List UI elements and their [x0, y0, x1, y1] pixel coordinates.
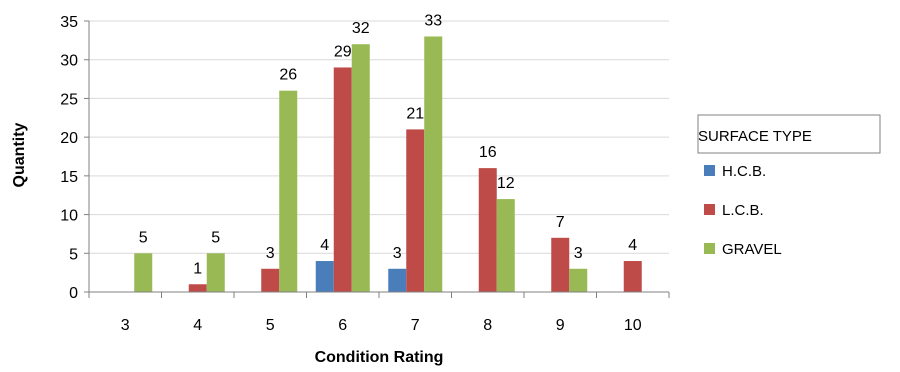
- gridlines: [89, 20, 669, 254]
- y-tick-label: 25: [60, 91, 78, 108]
- legend-swatch: [704, 204, 715, 215]
- bar: [424, 36, 443, 292]
- x-tick-label: 6: [338, 317, 347, 334]
- data-label: 5: [139, 229, 148, 246]
- data-label: 16: [479, 144, 497, 161]
- data-labels: 4 3 1 3 29 21 16 7 4 5 5 26 32 33 12 3: [139, 12, 638, 277]
- x-axis-title: Condition Rating: [315, 349, 444, 366]
- x-tick-label: 9: [556, 317, 565, 334]
- data-label: 5: [211, 229, 220, 246]
- y-tick-label: 35: [60, 14, 78, 31]
- data-label: 7: [556, 214, 565, 231]
- legend: SURFACE TYPE H.C.B. L.C.B. GRAVEL: [697, 114, 881, 258]
- data-label: 21: [406, 105, 424, 122]
- bar: [496, 199, 515, 292]
- bar: [261, 268, 280, 292]
- data-label: 4: [320, 237, 329, 254]
- x-tick-label: 3: [121, 317, 130, 334]
- x-tick-label: 5: [266, 317, 275, 334]
- legend-label: H.C.B.: [722, 163, 766, 180]
- bar: [388, 268, 407, 292]
- y-tick-label: 30: [60, 53, 78, 70]
- legend-title-box: [697, 114, 881, 154]
- bar: [134, 253, 153, 292]
- data-label: 4: [628, 237, 637, 254]
- y-tick-label: 15: [60, 169, 78, 186]
- bar: [333, 67, 352, 292]
- bar: [569, 268, 588, 292]
- bar: [315, 261, 334, 292]
- data-label: 12: [497, 175, 515, 192]
- legend-title: SURFACE TYPE: [698, 128, 812, 145]
- legend-swatch: [704, 165, 715, 176]
- bar: [623, 261, 642, 292]
- legend-label: GRAVEL: [722, 241, 782, 258]
- data-label: 3: [393, 245, 402, 262]
- y-tick-label: 20: [60, 130, 78, 147]
- y-tick-label: 10: [60, 208, 78, 225]
- x-tick-label: 10: [624, 317, 642, 334]
- data-label: 33: [424, 12, 442, 29]
- data-label: 29: [334, 43, 352, 60]
- data-label: 1: [193, 260, 202, 277]
- x-tick-label: 4: [193, 317, 202, 334]
- data-label: 32: [352, 20, 370, 37]
- data-label: 26: [279, 67, 297, 84]
- legend-label: L.C.B.: [722, 202, 764, 219]
- bar: [351, 44, 370, 292]
- bar: [188, 284, 207, 292]
- y-axis-title: Quantity: [11, 122, 28, 187]
- bar: [478, 168, 497, 292]
- legend-swatch: [704, 243, 715, 254]
- bar: [206, 253, 225, 292]
- bar: [279, 90, 298, 292]
- x-tick-label: 8: [483, 317, 492, 334]
- data-label: 3: [574, 245, 583, 262]
- y-tick-label: 0: [69, 285, 78, 302]
- bar: [406, 129, 425, 292]
- bars: [134, 36, 642, 292]
- x-tick-label: 7: [411, 317, 420, 334]
- data-label: 3: [266, 245, 275, 262]
- bar: [551, 237, 570, 292]
- y-tick-label: 5: [69, 246, 78, 263]
